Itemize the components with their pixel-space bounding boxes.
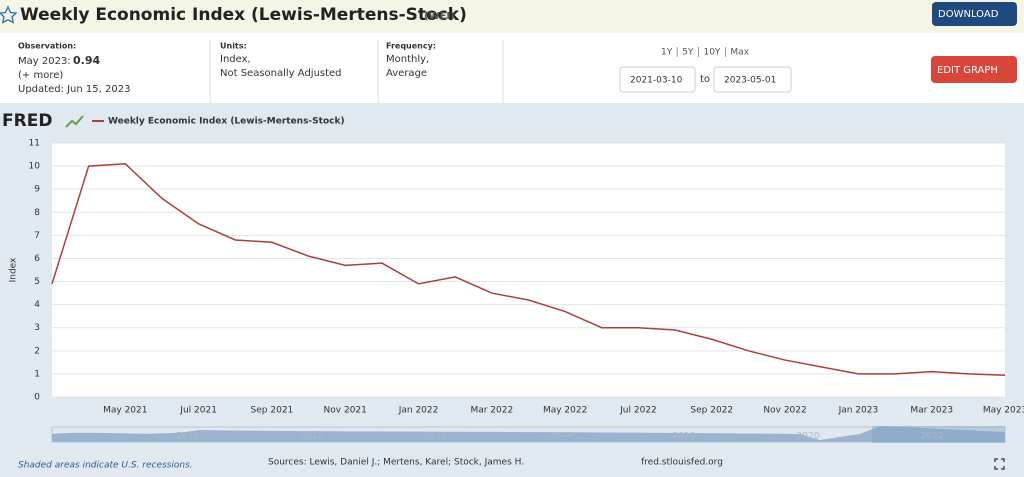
range-link[interactable]: 5Y <box>682 48 694 58</box>
x-tick-label: Jan 2022 <box>398 406 439 416</box>
x-tick-label: Sep 2022 <box>690 406 733 416</box>
more-link[interactable]: (+ more) <box>18 70 63 81</box>
y-tick-label: 1 <box>34 369 40 379</box>
info-bar <box>0 33 1024 103</box>
navigator-label: 2020 <box>797 432 820 442</box>
x-tick-label: Jul 2021 <box>179 406 217 416</box>
end-date-input[interactable] <box>713 66 792 93</box>
y-tick-label: 3 <box>34 323 40 333</box>
units: Index, <box>220 54 251 65</box>
x-tick-label: Jan 2023 <box>838 406 879 416</box>
y-tick-label: 8 <box>34 208 40 218</box>
navigator-label: 2016 <box>549 432 572 442</box>
x-tick-label: Nov 2021 <box>324 406 367 416</box>
edit-graph-button[interactable] <box>931 56 1017 83</box>
observation-value: 0.94 <box>73 54 100 67</box>
x-tick-label: May 2021 <box>103 406 147 416</box>
units: Not Seasonally Adjusted <box>220 68 342 79</box>
fullscreen-icon[interactable] <box>994 458 1005 470</box>
start-date: 2021-03-10 <box>630 76 683 86</box>
header-bar <box>0 0 1024 33</box>
label: Units: <box>220 42 247 51</box>
range-link[interactable]: Max <box>730 48 749 58</box>
favorite-star[interactable] <box>0 5 18 24</box>
navigator-selection[interactable] <box>872 426 1005 443</box>
y-tick-label: 4 <box>34 300 40 310</box>
y-tick-label: 6 <box>34 254 40 264</box>
navigator-label: 2014 <box>425 432 448 442</box>
x-tick-label: May 2022 <box>543 406 587 416</box>
y-tick-label: 2 <box>34 346 40 356</box>
logo-graphic <box>65 115 84 128</box>
y-tick-label: 0 <box>34 393 40 403</box>
edit-graph-label: EDIT GRAPH <box>937 65 998 76</box>
label: Frequency: <box>386 42 436 51</box>
y-tick-label: 7 <box>34 231 40 241</box>
x-tick-label: Mar 2023 <box>910 406 953 416</box>
observation-date: May 2023: <box>18 56 71 67</box>
navigator-label: 2022 <box>921 432 944 442</box>
updated: Updated: Jun 15, 2023 <box>18 84 130 95</box>
download-label: DOWNLOAD <box>938 9 999 20</box>
plot-area <box>52 143 1005 397</box>
navigator-label: 2018 <box>673 432 696 442</box>
frequency: Monthly, <box>386 54 429 65</box>
data-line <box>51 163 1006 377</box>
start-date-input[interactable] <box>619 66 696 93</box>
x-tick-label: Nov 2022 <box>763 406 806 416</box>
download-button[interactable] <box>932 2 1017 26</box>
frequency: Average <box>386 68 427 79</box>
end-date: 2023-05-01 <box>724 76 776 86</box>
navigator-label: 2010 <box>177 432 200 442</box>
x-tick-label: Jul 2022 <box>619 406 657 416</box>
x-tick-label: May 2023 <box>983 406 1024 416</box>
to: to <box>700 74 710 85</box>
x-tick-label: Sep 2021 <box>251 406 294 416</box>
sources: Sources: Lewis, Daniel J.; Mertens, Kare… <box>268 458 524 468</box>
y-axis-label: Index <box>9 257 19 282</box>
range-link[interactable]: 10Y <box>703 48 720 58</box>
navigator-area <box>52 426 1005 442</box>
y-tick-label: 9 <box>34 185 40 195</box>
navigator-label: 2012 <box>301 432 324 442</box>
legend-label: Weekly Economic Index (Lewis-Mertens-Sto… <box>108 117 345 127</box>
label: Observation: <box>18 42 76 51</box>
series-code: (WEI) <box>424 11 455 22</box>
y-tick-label: 11 <box>29 139 40 149</box>
fred-logo: FRED <box>2 111 52 131</box>
range-link[interactable]: 1Y <box>661 48 673 58</box>
y-tick-label: 5 <box>34 277 40 287</box>
y-tick-label: 10 <box>29 162 41 172</box>
title: Weekly Economic Index (Lewis-Mertens-Sto… <box>20 5 467 25</box>
recession-note: Shaded areas indicate U.S. recessions. <box>18 461 193 471</box>
x-tick-label: Mar 2022 <box>470 406 513 416</box>
site: fred.stlouisfed.org <box>641 458 723 468</box>
